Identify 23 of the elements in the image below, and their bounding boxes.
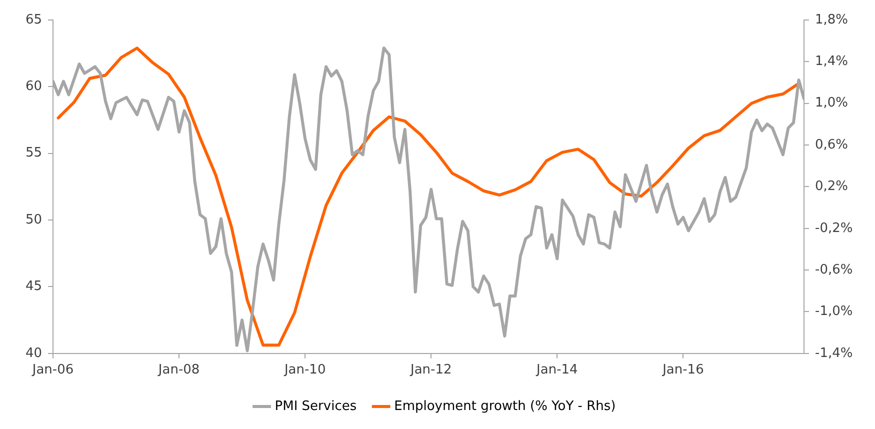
y2-tick-label: 0,6% — [815, 137, 848, 152]
x-tick-label: Jan-14 — [536, 362, 578, 378]
y2-tick-label: 1,0% — [815, 96, 848, 111]
y2-tick-label: -0,2% — [815, 220, 853, 236]
y-tick-label: 45 — [25, 279, 42, 294]
x-tick-label: Jan-10 — [283, 362, 326, 378]
x-tick-label: Jan-08 — [157, 362, 200, 378]
x-tick-label: Jan-06 — [31, 362, 74, 378]
y2-tick-label: 1,4% — [815, 54, 848, 70]
y2-tick-label: -0,6% — [815, 262, 853, 278]
y2-tick-label: -1,0% — [815, 304, 853, 320]
y2-tick-label: 0,2% — [815, 179, 848, 194]
y-tick-label: 60 — [25, 79, 42, 94]
y-tick-label: 40 — [25, 346, 42, 361]
legend-label: PMI Services — [274, 398, 357, 414]
x-tick-label: Jan-12 — [409, 362, 452, 378]
y-tick-label: 65 — [25, 12, 42, 28]
y-tick-label: 55 — [25, 146, 42, 161]
y2-tick-label: -1,4% — [815, 346, 853, 361]
y2-tick-label: 1,8% — [815, 12, 848, 28]
y-tick-label: 50 — [25, 212, 42, 228]
legend-label: Employment growth (% YoY - Rhs) — [394, 398, 616, 414]
x-tick-label: Jan-16 — [662, 362, 704, 378]
